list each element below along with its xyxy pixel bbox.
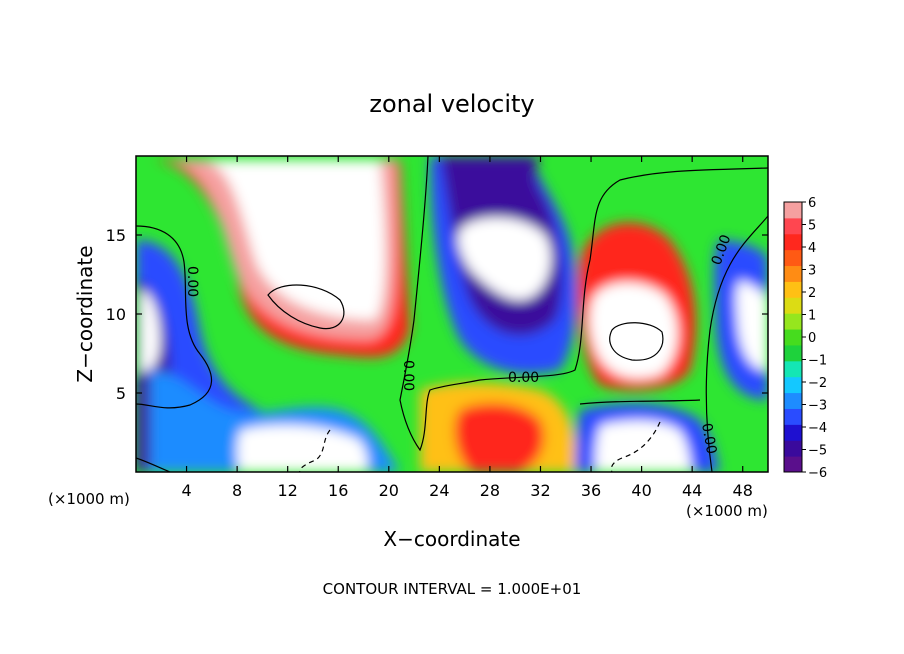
y-tick-label: 5 [116, 384, 126, 403]
colorbar-label: 5 [808, 219, 816, 234]
colorbar-swatch [784, 249, 802, 267]
saturated-region [200, 160, 385, 320]
colorbar-label: 3 [808, 264, 816, 279]
x-unit-left: (×1000 m) [48, 490, 130, 508]
contour-corner-left [136, 457, 171, 472]
saturated-region [237, 424, 368, 472]
colorbar-swatch [784, 202, 802, 219]
contour-zero-left [136, 225, 213, 409]
saturated-region [140, 290, 160, 372]
colorbar-swatch [784, 376, 802, 394]
x-tick-label: 44 [682, 481, 702, 500]
x-tick-label: 8 [232, 481, 242, 500]
colorbar-swatch [784, 233, 802, 251]
contour-label: 0.00 [400, 360, 416, 391]
colorbar-swatch [784, 297, 802, 314]
y-tick-label: 10 [106, 305, 126, 324]
colorbar-swatch [784, 313, 802, 330]
colorbar-label: −1 [808, 354, 827, 369]
contour-label: 0.00 [184, 266, 200, 297]
x-tick-label: 12 [278, 481, 298, 500]
x-axis: 4 8 12 16 20 24 28 32 36 40 44 48 [181, 156, 753, 500]
x-unit-right: (×1000 m) [686, 502, 768, 520]
colorbar-swatch [784, 217, 802, 235]
contour-label: 0.00 [508, 370, 539, 386]
colorbar-label: 1 [808, 309, 816, 324]
x-tick-label: 28 [480, 481, 500, 500]
y-tick-label: 15 [106, 226, 126, 245]
colorbar-label: 4 [808, 241, 816, 256]
x-axis-label: X−coordinate [383, 527, 520, 551]
colorbar-swatch [784, 408, 802, 425]
colorbar-swatch [784, 329, 802, 346]
colorbar-swatch [784, 281, 802, 298]
colorbar-label: 2 [808, 286, 816, 301]
colorbar-label: −4 [808, 421, 827, 436]
colorbar-swatch [784, 424, 802, 441]
x-tick-label: 48 [733, 481, 753, 500]
y-axis: 5 10 15 [106, 226, 768, 403]
contour-closed-left [267, 284, 345, 330]
chart-title: zonal velocity [369, 90, 534, 118]
colorbar-swatch [784, 344, 802, 362]
colorbar-swatch [784, 440, 802, 457]
x-tick-label: 32 [530, 481, 550, 500]
positive-region [454, 403, 544, 472]
contour-lines [136, 156, 768, 472]
colorbar-swatch [784, 360, 802, 378]
colorbar-swatch [784, 456, 802, 473]
contour-zero-center [399, 156, 768, 452]
x-tick-label: 36 [581, 481, 601, 500]
x-tick-label: 24 [429, 481, 449, 500]
contour-zero-right [705, 215, 768, 472]
colorbar-label: −6 [808, 466, 827, 481]
saturated-region [458, 217, 551, 300]
colorbar-label: −3 [808, 399, 827, 414]
colorbar-label: 0 [808, 331, 816, 346]
x-tick-label: 40 [631, 481, 651, 500]
x-tick-label: 4 [181, 481, 191, 500]
colorbar-label: −2 [808, 376, 827, 391]
colorbar-label: −5 [808, 444, 827, 459]
contour-label: 0.00 [698, 422, 719, 455]
contour-interval-note: CONTOUR INTERVAL = 1.000E+01 [323, 580, 582, 598]
colorbar: 6 5 4 3 2 1 0 −1 −2 −3 −4 −5 −6 [783, 196, 827, 481]
x-tick-label: 16 [328, 481, 348, 500]
y-axis-label: Z−coordinate [73, 245, 97, 382]
colorbar-label: 6 [808, 196, 816, 211]
colorbar-swatch [784, 392, 802, 409]
x-tick-label: 20 [379, 481, 399, 500]
colorbar-swatch [784, 265, 802, 282]
heatmap-field [136, 156, 768, 472]
contour-dashed-left [299, 429, 331, 472]
contour-closed-right [609, 322, 664, 361]
saturated-region [736, 280, 768, 371]
contour-lower-right [579, 399, 701, 405]
